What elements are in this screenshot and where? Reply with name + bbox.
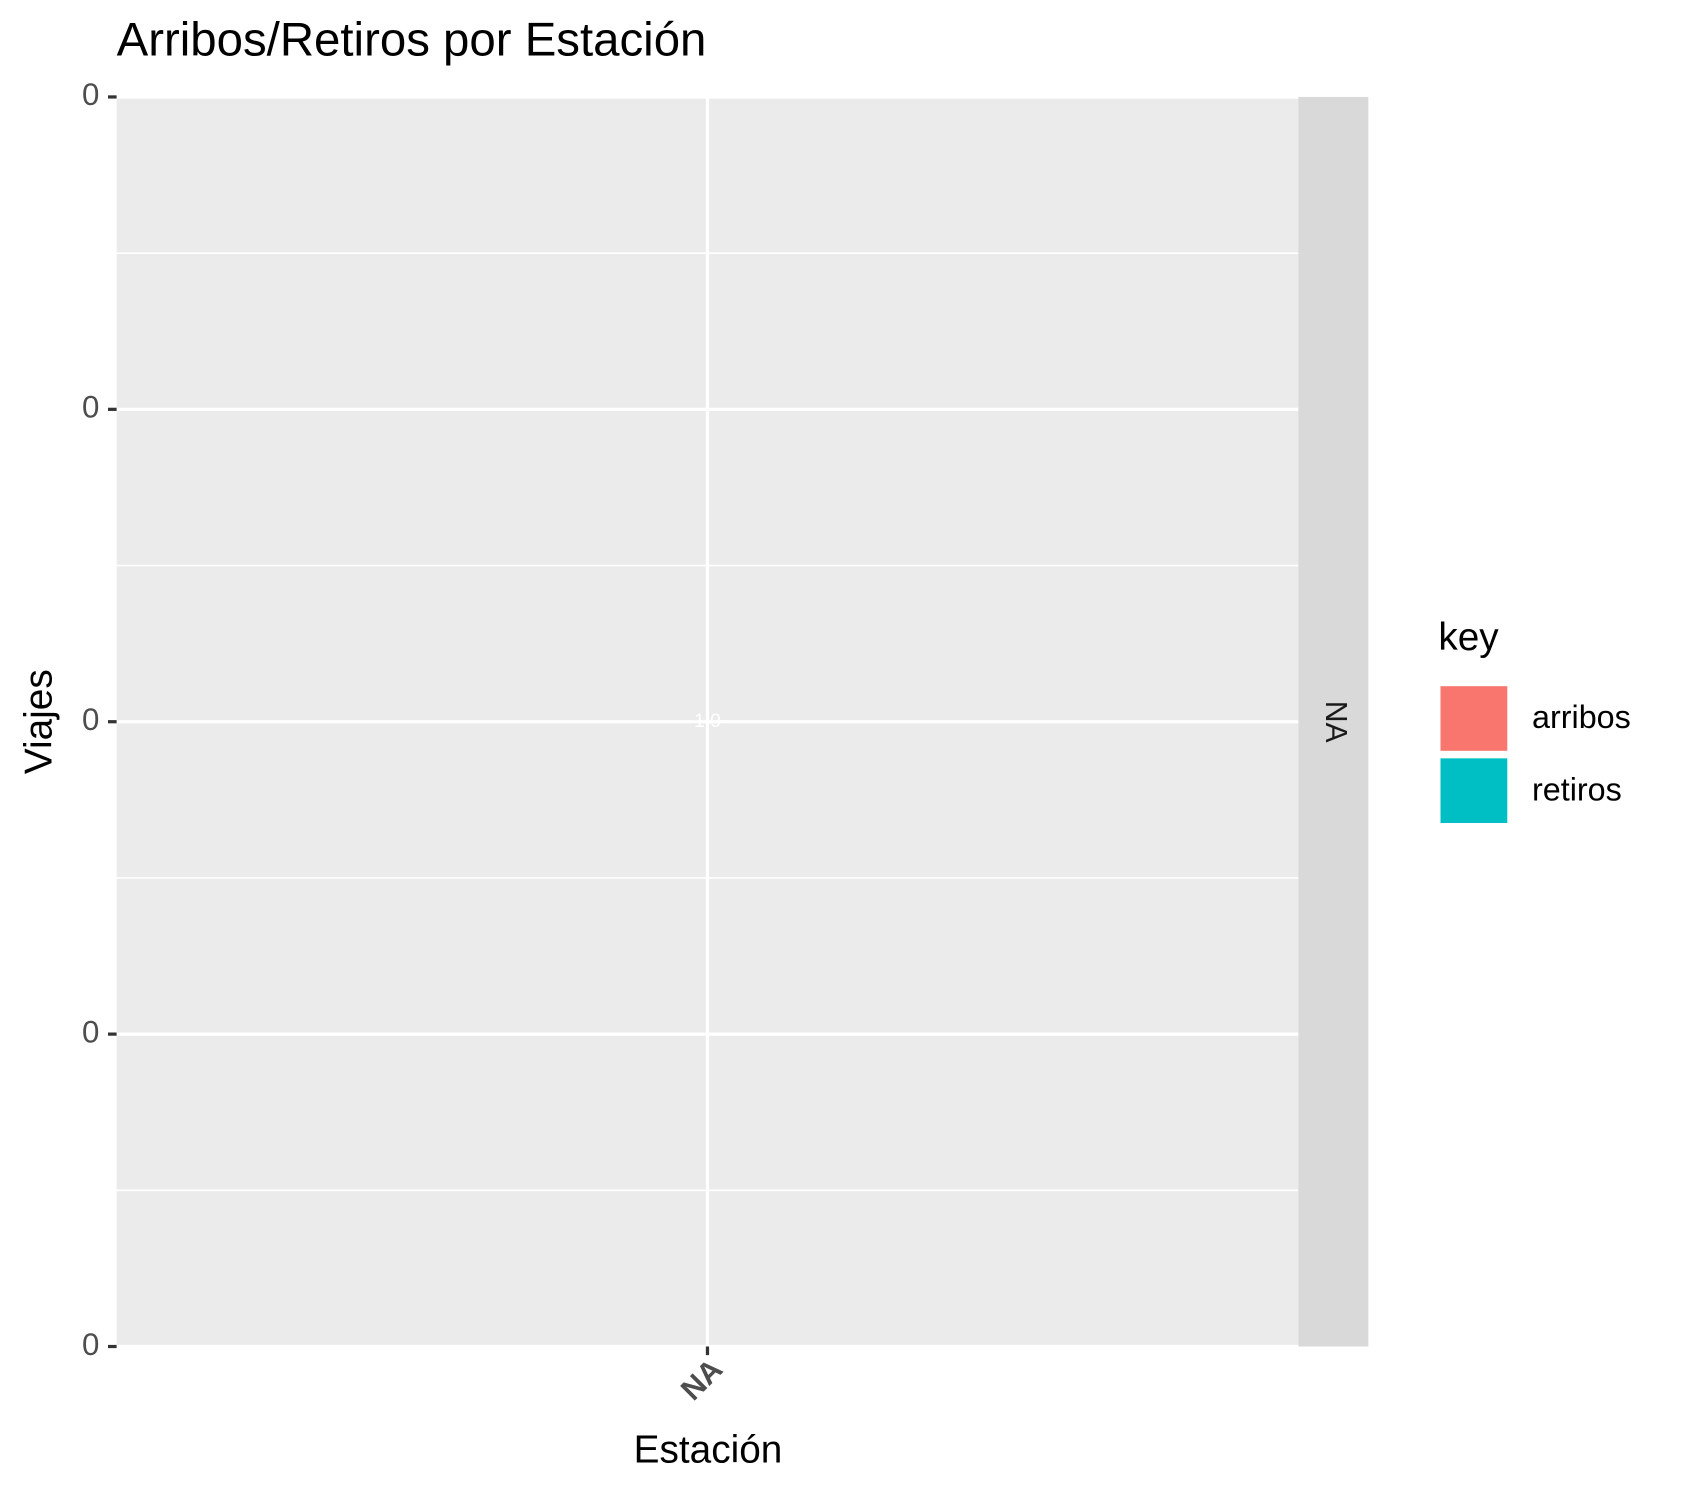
legend-title: key <box>1438 616 1499 659</box>
y-tick-label: 0 <box>82 1327 99 1362</box>
y-tick-label: 0 <box>82 702 99 737</box>
legend-key <box>1440 758 1508 823</box>
chart-title: Arribos/Retiros por Estación <box>117 14 707 67</box>
x-axis-label: Estación <box>634 1428 783 1471</box>
y-tick-label: 0 <box>82 77 99 112</box>
facet-strip <box>1298 96 1369 1347</box>
y-tick-label: 0 <box>82 390 99 425</box>
legend-label: retiros <box>1532 771 1622 807</box>
facet-label: NA <box>1319 701 1352 744</box>
annotation: 1.0 <box>694 710 721 732</box>
legend-label: arribos <box>1532 699 1631 735</box>
legend-key <box>1440 686 1508 751</box>
y-axis-label: Viajes <box>17 669 60 774</box>
y-tick-label: 0 <box>82 1014 99 1049</box>
